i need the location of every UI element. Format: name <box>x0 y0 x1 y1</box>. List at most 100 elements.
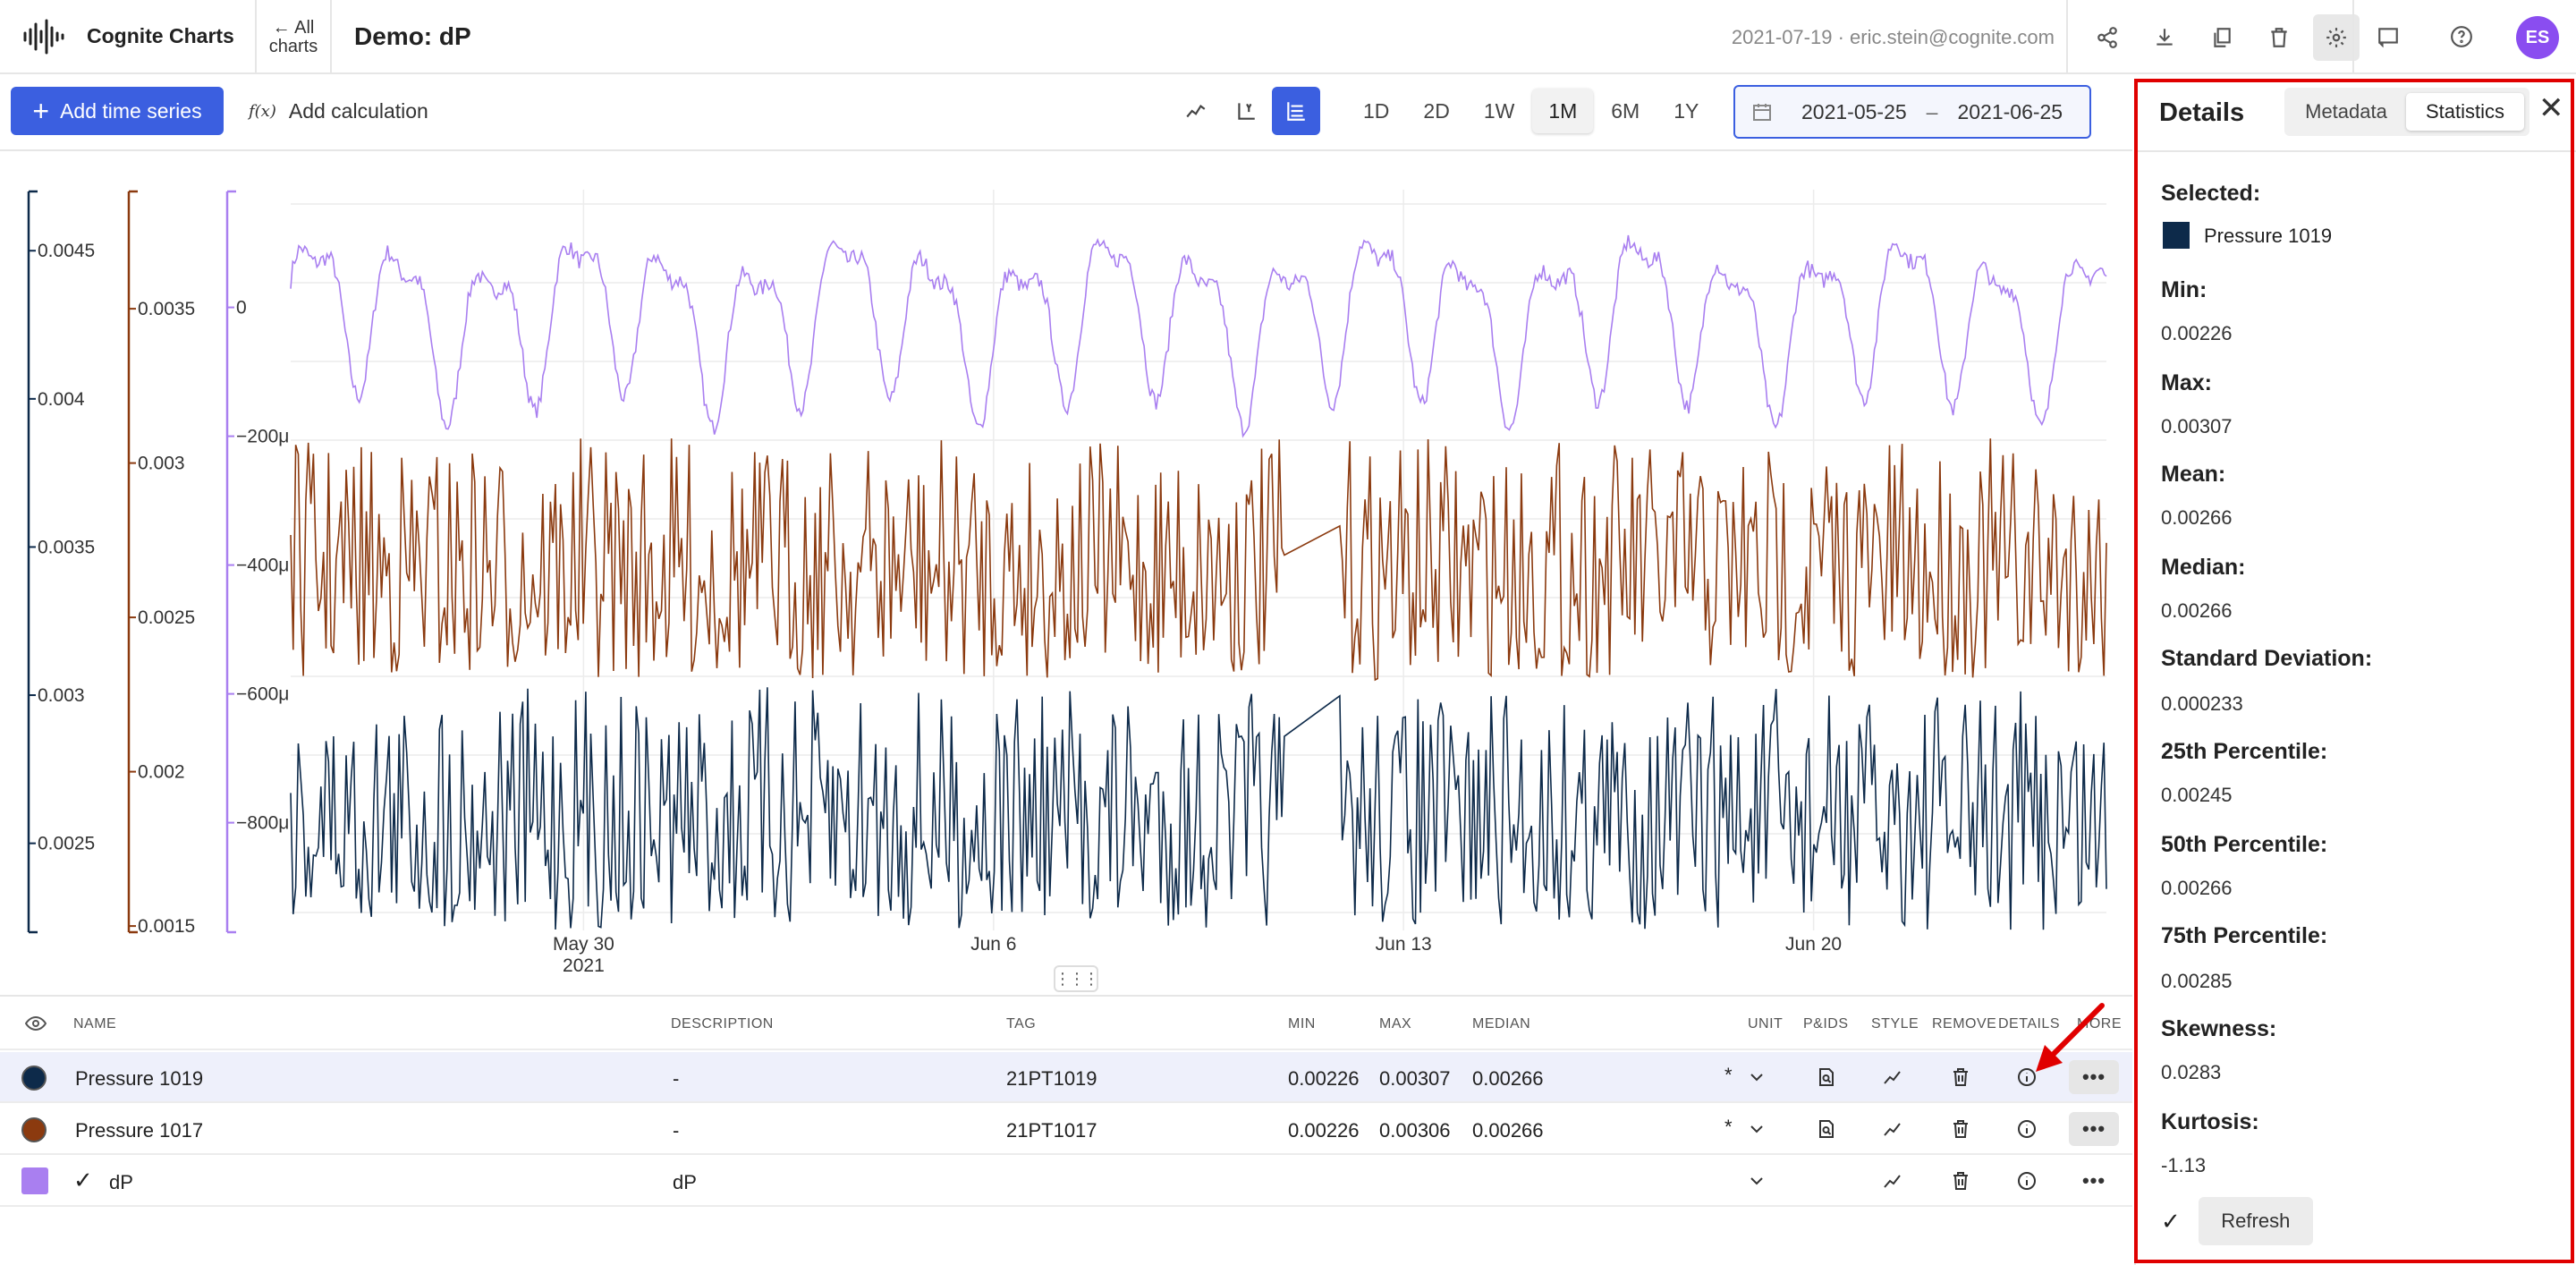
header-min[interactable]: MIN <box>1288 1016 1316 1032</box>
stat-stddev-label: Standard Deviation: <box>2161 646 2373 671</box>
range-1w[interactable]: 1W <box>1483 98 1515 123</box>
all-charts-link-line2: charts <box>268 37 318 56</box>
selected-label: Selected: <box>2161 181 2261 206</box>
row-min: 0.00226 <box>1288 1119 1360 1142</box>
add-time-series-button[interactable]: + Add time series <box>11 87 224 135</box>
stat-p25-value: 0.00245 <box>2161 784 2233 806</box>
stat-max-label: Max: <box>2161 370 2212 395</box>
range-1m[interactable]: 1M <box>1532 89 1594 133</box>
chevron-down-icon[interactable] <box>1744 1065 1769 1090</box>
info-icon[interactable] <box>2014 1168 2039 1193</box>
refresh-button[interactable]: Refresh <box>2198 1197 2313 1245</box>
pid-search-icon[interactable] <box>1814 1116 1839 1142</box>
series-line-dp <box>290 234 2107 438</box>
line-style-icon[interactable] <box>1880 1116 1905 1142</box>
header-description[interactable]: DESCRIPTION <box>671 1016 774 1032</box>
chevron-down-icon[interactable] <box>1744 1168 1769 1193</box>
y-tick-label: 0.003 <box>138 454 185 474</box>
pid-search-icon[interactable] <box>1814 1065 1839 1090</box>
y-tick-label: 0.0035 <box>138 299 195 319</box>
more-options-button[interactable]: ••• <box>2069 1060 2119 1094</box>
help-icon[interactable] <box>2438 13 2485 60</box>
stat-p50-value: 0.00266 <box>2161 877 2233 899</box>
y-tick-label: 0.003 <box>38 685 85 706</box>
range-2d[interactable]: 2D <box>1423 98 1450 123</box>
table-row[interactable]: Pressure 1017 - 21PT1017 0.00226 0.00306… <box>0 1104 2132 1155</box>
row-name[interactable]: Pressure 1019 <box>75 1067 204 1090</box>
row-name[interactable]: Pressure 1017 <box>75 1119 204 1142</box>
stat-kurtosis-label: Kurtosis: <box>2161 1109 2259 1134</box>
trash-icon[interactable] <box>1948 1065 1973 1090</box>
check-icon: ✓ <box>2161 1207 2181 1235</box>
add-calculation-button[interactable]: f(x) Add calculation <box>249 87 428 135</box>
calendar-icon <box>1753 104 1771 121</box>
table-row[interactable]: ✓ dP dP ••• <box>0 1156 2132 1207</box>
close-icon[interactable]: ✕ <box>2538 91 2564 125</box>
chart-meta: 2021-07-19 · eric.stein@cognite.com <box>1731 26 2055 48</box>
duplicate-icon[interactable] <box>2199 14 2245 61</box>
y-tick-label: 0.004 <box>38 389 85 410</box>
settings-icon[interactable] <box>2313 13 2360 61</box>
date-range-picker[interactable]: 2021-05-25 – 2021-06-25 <box>1733 85 2091 139</box>
row-tag: 21PT1017 <box>1006 1119 1097 1142</box>
table-row[interactable]: Pressure 1019 - 21PT1019 0.00226 0.00307… <box>0 1052 2132 1103</box>
add-time-series-label: Add time series <box>60 98 202 123</box>
chevron-down-icon[interactable] <box>1744 1116 1769 1142</box>
range-6m[interactable]: 6M <box>1611 98 1640 123</box>
y-tick-label: 0.0025 <box>138 607 195 628</box>
series-color-swatch[interactable] <box>21 1167 48 1194</box>
trash-icon[interactable] <box>1948 1116 1973 1142</box>
feedback-icon[interactable] <box>2365 13 2411 60</box>
chart-title[interactable]: Demo: dP <box>354 22 471 50</box>
line-style-icon[interactable] <box>1880 1168 1905 1193</box>
line-style-icon[interactable] <box>1880 1065 1905 1090</box>
y-axis-view-icon[interactable] <box>1222 87 1270 135</box>
x-tick-sublabel: 2021 <box>563 955 605 975</box>
y-tick-label: −400μ <box>236 556 289 576</box>
all-charts-link[interactable]: ← All charts <box>255 0 332 74</box>
header-max[interactable]: MAX <box>1379 1016 1412 1032</box>
cognite-logo-icon[interactable] <box>21 14 68 59</box>
stacked-view-icon[interactable] <box>1272 87 1320 135</box>
download-icon[interactable] <box>2141 14 2188 61</box>
share-icon[interactable] <box>2084 14 2131 61</box>
table-header: NAME DESCRIPTION TAG MIN MAX MEDIAN UNIT… <box>0 997 2132 1050</box>
header-tag[interactable]: TAG <box>1006 1016 1037 1032</box>
stat-max-value: 0.00307 <box>2161 415 2233 437</box>
row-name[interactable]: dP <box>109 1171 133 1193</box>
stat-kurtosis-value: -1.13 <box>2161 1154 2207 1176</box>
header-median[interactable]: MEDIAN <box>1472 1016 1531 1032</box>
selected-series-name: Pressure 1019 <box>2204 225 2333 247</box>
row-max: 0.00307 <box>1379 1067 1451 1090</box>
refresh-row: ✓ Refresh <box>2161 1197 2313 1245</box>
header-name[interactable]: NAME <box>73 1016 117 1032</box>
range-1y[interactable]: 1Y <box>1674 98 1699 123</box>
chart-area[interactable]: May 30 2021 Jun 6 Jun 13 Jun 20 0.0045 0.004 0.… <box>0 152 2132 975</box>
resize-handle-icon[interactable]: ⋮⋮⋮ <box>1054 965 1099 992</box>
avatar[interactable]: ES <box>2516 16 2559 59</box>
annotation-arrow-icon <box>2036 1003 2105 1072</box>
tab-statistics[interactable]: Statistics <box>2406 93 2524 131</box>
stat-min-label: Min: <box>2161 277 2207 302</box>
visibility-header-icon <box>24 1013 47 1039</box>
delete-icon[interactable] <box>2256 14 2302 61</box>
stat-p75-value: 0.00285 <box>2161 970 2233 992</box>
tab-metadata[interactable]: Metadata <box>2305 100 2387 123</box>
series-line-pressure-1019 <box>290 687 2107 930</box>
check-icon: ✓ <box>73 1167 93 1193</box>
trash-icon[interactable] <box>1948 1168 1973 1193</box>
line-view-icon[interactable] <box>1172 87 1220 135</box>
y-tick-label: 0.002 <box>138 762 185 783</box>
more-options-button[interactable]: ••• <box>2069 1112 2119 1146</box>
y-tick-label: 0.0015 <box>138 916 195 937</box>
stat-stddev-value: 0.000233 <box>2161 692 2243 715</box>
y-tick-label: 0.0025 <box>38 834 95 854</box>
row-unit-mark: * <box>1724 1064 1733 1086</box>
info-icon[interactable] <box>2014 1116 2039 1142</box>
more-options-button[interactable]: ••• <box>2081 1169 2106 1192</box>
range-1d[interactable]: 1D <box>1363 98 1390 123</box>
info-icon[interactable] <box>2014 1065 2039 1090</box>
series-color-swatch[interactable] <box>21 1065 47 1091</box>
series-color-swatch[interactable] <box>21 1117 47 1142</box>
